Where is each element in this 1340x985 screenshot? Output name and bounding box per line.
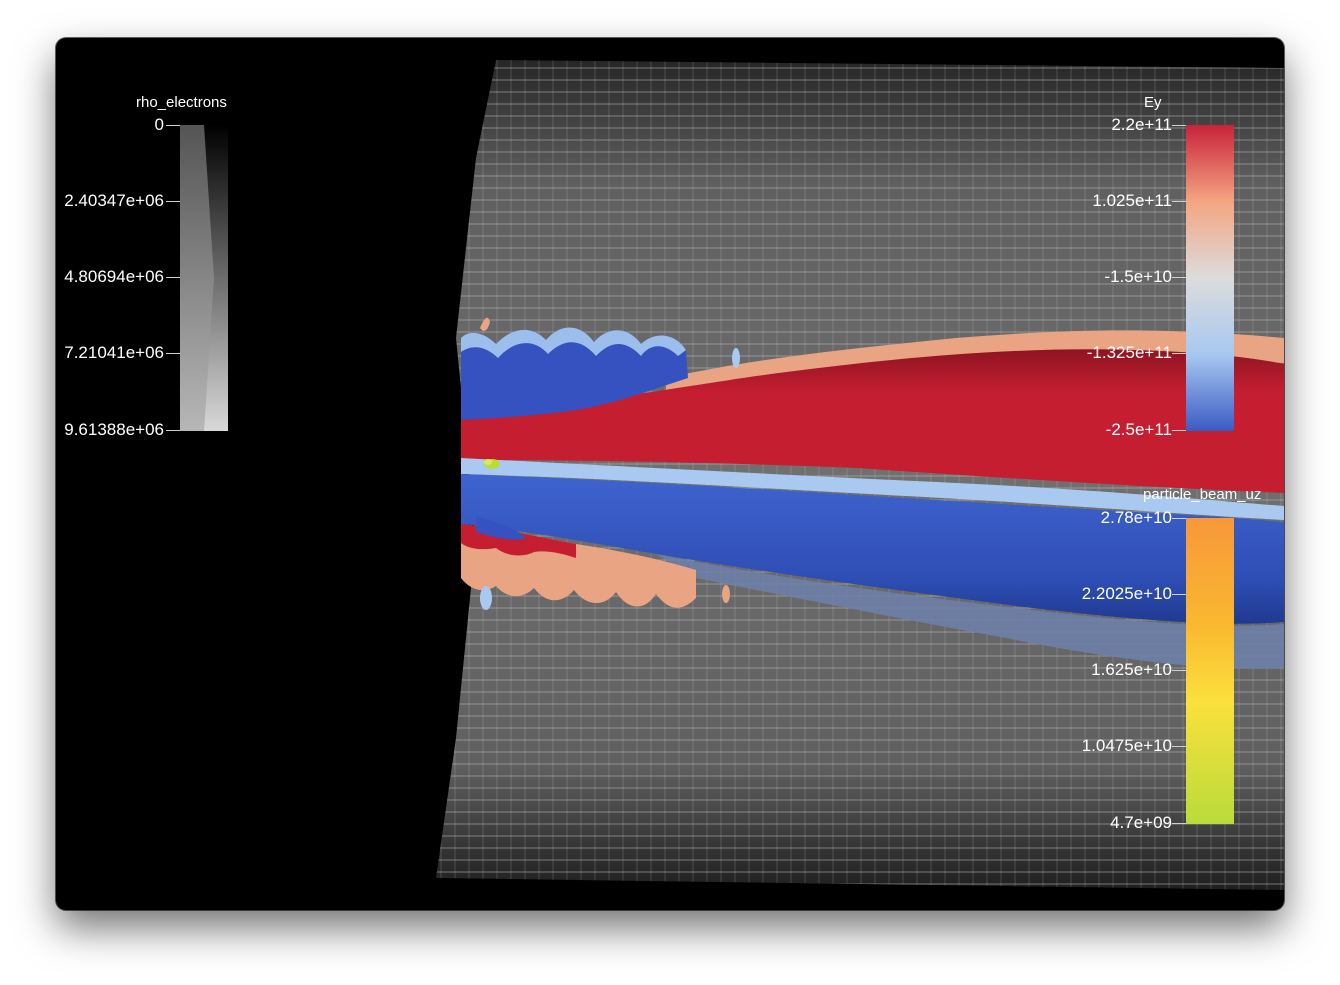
ey-upper-outer-shell <box>666 330 1284 400</box>
ey-lower-shell <box>656 554 1284 669</box>
ey-positive-core <box>461 349 1284 493</box>
beam-particles <box>484 459 500 469</box>
ey-colorbar-title: Ey <box>1144 94 1162 111</box>
ey-tick-1: 1.025e+11 <box>1092 191 1172 210</box>
uz-colorbar-title: particle_beam_uz <box>1143 486 1262 503</box>
volume-rendering <box>426 38 1284 910</box>
rho-tick-3: 7.21041e+06 <box>64 343 164 362</box>
visualization-window: rho_electrons 0 2.40347e+06 4.80694e+06 … <box>56 38 1284 910</box>
render-viewport[interactable] <box>56 38 1284 910</box>
rho-tick-0: 0 <box>154 115 164 134</box>
rho-tick-4: 9.61388e+06 <box>64 420 164 439</box>
ey-tick-2: -1.5e+10 <box>1104 267 1172 286</box>
ey-colorbar[interactable] <box>1186 125 1234 431</box>
rho-colorbar-title: rho_electrons <box>136 94 227 111</box>
ey-tick-4: -2.5e+11 <box>1105 420 1172 439</box>
uz-tick-1: 2.2025e+10 <box>1081 584 1172 603</box>
uz-tick-0: 2.78e+10 <box>1100 508 1172 527</box>
rho-tick-2: 4.80694e+06 <box>64 267 164 286</box>
uz-tick-4: 4.7e+09 <box>1110 813 1172 832</box>
ey-negative-core <box>461 474 1284 624</box>
ey-isosurfaces <box>461 317 1284 669</box>
ey-tick-0: 2.2e+11 <box>1111 115 1172 134</box>
ey-tick-3: -1.325e+11 <box>1086 343 1172 362</box>
ey-separator <box>461 458 1284 520</box>
uz-colorbar[interactable] <box>1186 518 1234 824</box>
ey-upper-wave <box>461 327 688 420</box>
rho-tick-1: 2.40347e+06 <box>64 191 164 210</box>
uz-tick-2: 1.625e+10 <box>1091 660 1172 679</box>
uz-tick-3: 1.0475e+10 <box>1081 736 1172 755</box>
